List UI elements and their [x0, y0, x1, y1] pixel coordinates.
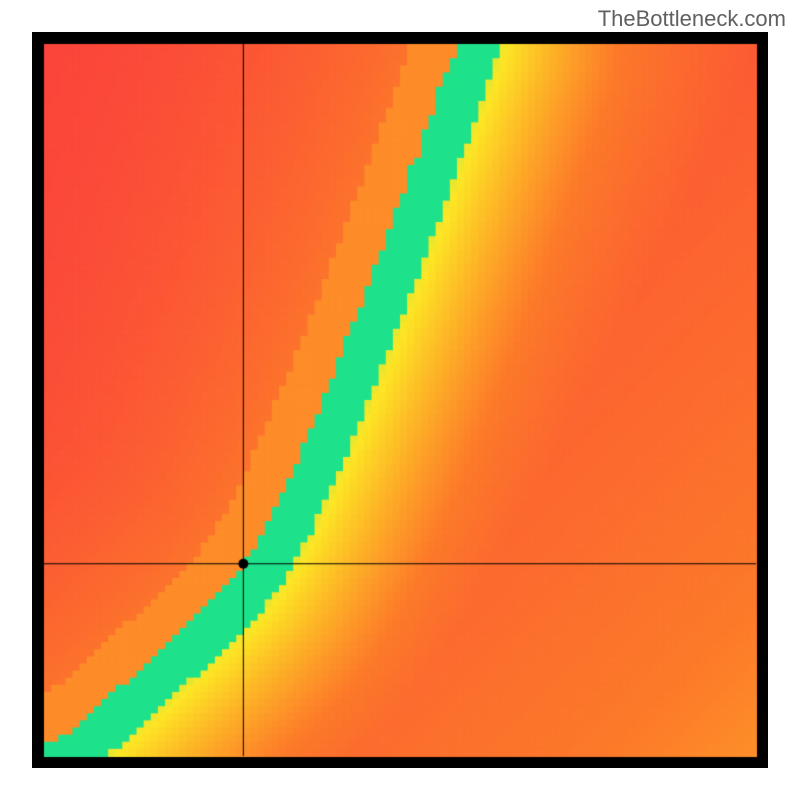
- watermark-text: TheBottleneck.com: [598, 6, 786, 32]
- bottleneck-heatmap: [32, 32, 768, 768]
- chart-container: TheBottleneck.com: [0, 0, 800, 800]
- plot-frame: [32, 32, 768, 768]
